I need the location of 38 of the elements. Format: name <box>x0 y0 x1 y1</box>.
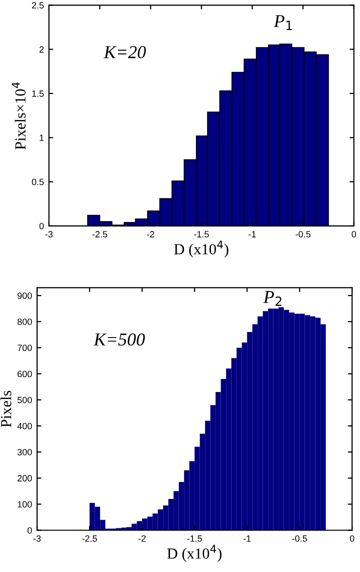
x-tick-label: -3 <box>45 231 53 238</box>
y-tick-label: 200 <box>18 475 32 482</box>
annotation: K=20 <box>104 46 146 58</box>
y-tick-label: 300 <box>18 448 32 456</box>
y-axis-title: Pixels×10$^{4}$ <box>12 82 26 150</box>
y-tick-label: 800 <box>18 318 32 325</box>
annotation: K=500 <box>94 333 145 346</box>
y-tick-label: 0.5 <box>32 178 44 186</box>
y-tick-label: 100 <box>18 501 32 508</box>
y-tick-label: 1.5 <box>32 90 44 97</box>
y-tick-label: 500 <box>18 396 32 404</box>
y-tick-label: 400 <box>17 422 32 430</box>
x-tick-label: -3 <box>33 535 41 542</box>
annotation: P$_{1}$ <box>274 15 292 30</box>
y-tick-label: 0 <box>39 222 44 230</box>
x-tick-label: 0 <box>352 231 356 238</box>
x-tick-label: -1.5 <box>187 535 202 542</box>
y-tick-label: 700 <box>18 344 32 352</box>
x-tick-label: -1.5 <box>194 231 209 238</box>
x-tick-label: -1 <box>243 535 251 542</box>
y-tick-label: 1 <box>40 134 44 141</box>
x-tick-label: 0 <box>350 535 354 542</box>
y-tick-label: 900 <box>18 292 32 299</box>
x-tick-label: -2 <box>138 535 146 542</box>
x-tick-label: -2 <box>146 231 154 238</box>
y-tick-label: 0 <box>28 527 32 534</box>
x-tick-label: -1 <box>248 231 256 238</box>
x-tick-label: -0.5 <box>296 231 310 238</box>
annotation: P$_{2}$ <box>263 291 282 306</box>
y-tick-label: 2 <box>40 46 44 53</box>
x-tick-label: -2.5 <box>92 231 108 238</box>
x-tick-label: -2.5 <box>82 535 97 542</box>
y-tick-label: 2.5 <box>32 2 44 9</box>
y-tick-label: 600 <box>18 370 32 378</box>
x-axis-title: D (x10$^{4}$) <box>174 240 228 258</box>
y-axis-title: Pixels <box>0 390 12 428</box>
x-tick-label: -0.5 <box>292 535 307 542</box>
x-axis-title: D (x10$^{4}$) <box>167 544 222 562</box>
